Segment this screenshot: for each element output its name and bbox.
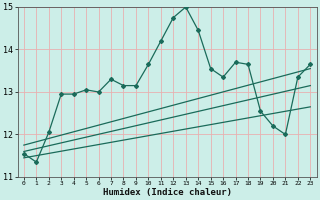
X-axis label: Humidex (Indice chaleur): Humidex (Indice chaleur) — [103, 188, 232, 197]
